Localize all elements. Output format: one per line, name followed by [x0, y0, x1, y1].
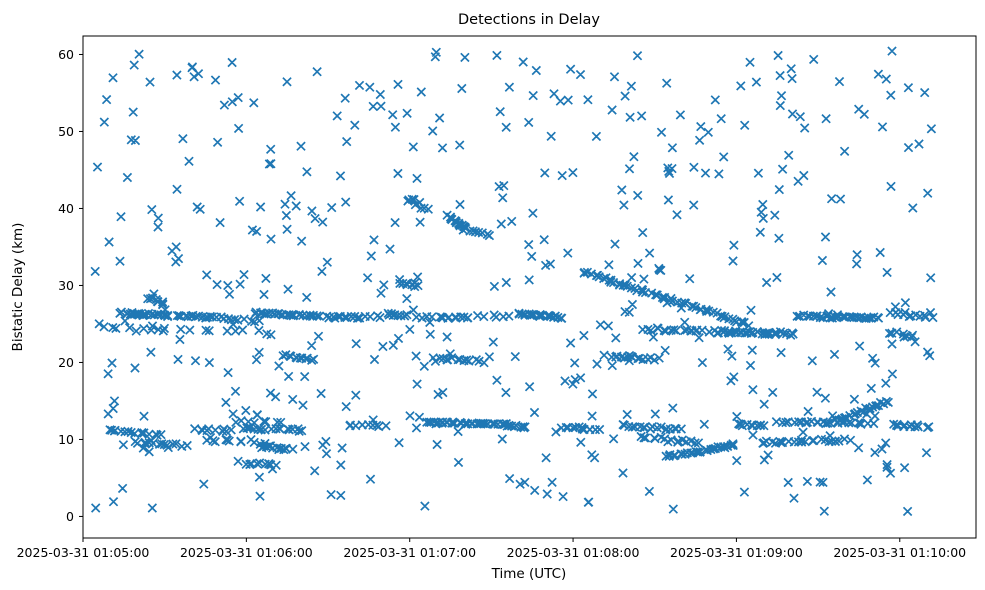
x-tick-label: 2025-03-31 01:07:00: [343, 545, 476, 560]
x-tick-label: 2025-03-31 01:05:00: [17, 545, 150, 560]
axis-ticks: 2025-03-31 01:05:00 2025-03-31 01:06:00 20…: [17, 47, 967, 560]
x-axis-label: Time (UTC): [491, 566, 567, 582]
x-tick-label: 2025-03-31 01:10:00: [833, 545, 966, 560]
plot-area: [82, 35, 977, 539]
y-tick-label: 50: [58, 124, 74, 139]
y-tick-label: 60: [58, 47, 74, 62]
y-tick-label: 10: [58, 432, 74, 447]
detection-markers: [90, 46, 938, 517]
x-tick-label: 2025-03-31 01:06:00: [180, 545, 313, 560]
scatter-points: [90, 46, 938, 517]
chart-title: Detections in Delay: [458, 12, 600, 28]
x-tick-label: 2025-03-31 01:09:00: [670, 545, 803, 560]
y-axis-label: Bistatic Delay (km): [10, 223, 26, 352]
y-tick-label: 30: [58, 278, 74, 293]
y-tick-label: 0: [66, 509, 74, 524]
y-tick-label: 20: [58, 355, 74, 370]
x-tick-label: 2025-03-31 01:08:00: [507, 545, 640, 560]
y-tick-label: 40: [58, 201, 74, 216]
